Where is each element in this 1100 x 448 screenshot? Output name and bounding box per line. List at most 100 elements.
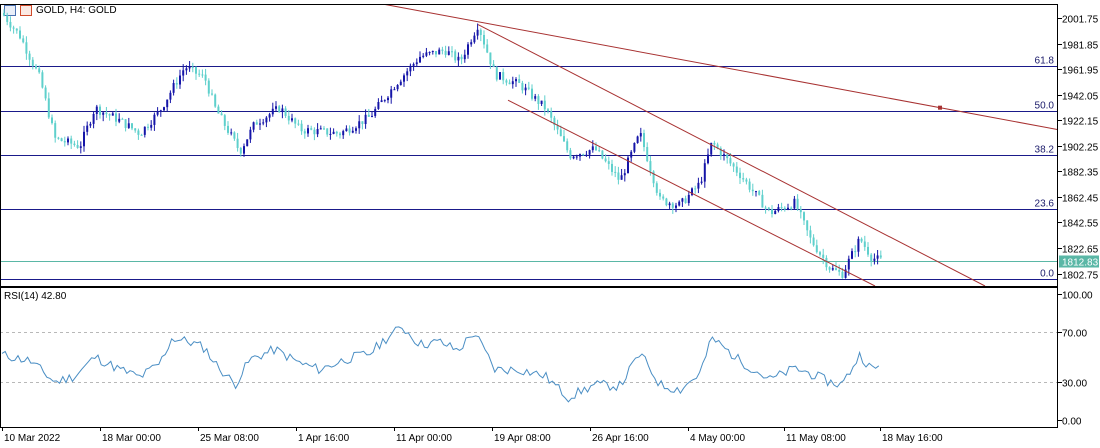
candle-body: [758, 191, 761, 195]
candle: [105, 106, 108, 118]
candle: [569, 147, 572, 160]
chart-bars-icon[interactable]: [20, 5, 32, 16]
rsi-pane[interactable]: [0, 326, 1058, 403]
candle: [140, 133, 143, 136]
candle-body: [819, 252, 821, 255]
candle-body: [735, 166, 738, 173]
candle: [582, 153, 585, 156]
candle-body: [518, 79, 521, 83]
price-pane[interactable]: 61.8 50.0 38.2 23.6 0.0: [0, 0, 1058, 286]
candle: [227, 121, 229, 135]
candle-body: [700, 181, 703, 183]
candle-body: [707, 154, 709, 164]
candle-body: [678, 201, 681, 206]
candle: [6, 12, 9, 26]
candle-body: [879, 255, 882, 258]
candle: [281, 104, 284, 119]
candle: [403, 73, 405, 87]
candle-body: [227, 125, 229, 133]
candle-body: [643, 133, 645, 148]
candle-body: [691, 188, 693, 195]
candle: [207, 78, 210, 97]
price-tick-label: 1822.65: [1062, 245, 1099, 256]
candle: [444, 45, 447, 58]
candle-body: [476, 29, 479, 36]
candle-body: [207, 80, 210, 94]
candle: [185, 65, 188, 75]
candle: [307, 124, 309, 137]
candle: [86, 121, 89, 136]
fibonacci-level-label: 50.0: [1035, 101, 1055, 112]
candle: [390, 85, 393, 104]
candle: [326, 128, 329, 137]
candle: [271, 102, 274, 117]
candle-body: [655, 183, 658, 193]
candle: [172, 79, 175, 96]
candle-body: [163, 107, 165, 111]
candle-body: [31, 59, 34, 66]
candle: [44, 85, 47, 101]
price-tick-label: 1902.25: [1062, 143, 1099, 154]
candle: [671, 202, 674, 214]
time-tick-label: 4 May 00:00: [690, 433, 745, 444]
candle: [854, 245, 857, 258]
candle: [687, 190, 690, 206]
candle-body: [153, 114, 156, 125]
candle: [137, 128, 140, 140]
candle: [259, 118, 261, 131]
candle-body: [668, 203, 671, 206]
rsi-tick-label: 70.00: [1062, 329, 1087, 340]
candle: [47, 92, 50, 119]
candle: [511, 76, 514, 89]
candle-body: [627, 157, 629, 174]
candle-body: [67, 138, 69, 143]
candle-body: [457, 56, 460, 61]
candle: [870, 252, 873, 267]
candle: [361, 121, 364, 130]
candle-body: [649, 161, 652, 172]
time-tick-label: 11 May 08:00: [786, 433, 846, 444]
candle: [479, 28, 482, 42]
time-tick-label: 26 Apr 16:00: [592, 433, 649, 444]
candle-body: [22, 38, 25, 43]
candle-body: [860, 238, 863, 242]
candle-body: [217, 106, 220, 114]
candle: [860, 237, 863, 243]
candle: [787, 203, 789, 211]
candle-body: [303, 131, 306, 134]
candle: [313, 127, 316, 141]
candle: [771, 205, 773, 218]
candle: [614, 166, 617, 178]
candle: [201, 69, 204, 78]
candle: [515, 77, 517, 87]
candle-body: [867, 246, 869, 255]
candle: [470, 39, 473, 47]
candle-body: [355, 128, 357, 131]
candle-body: [559, 129, 562, 137]
candle-body: [19, 30, 21, 39]
candle-body: [579, 154, 581, 157]
candle-body: [809, 230, 812, 238]
candle: [57, 136, 60, 140]
candle: [99, 104, 101, 119]
candle: [252, 121, 255, 133]
candle-body: [335, 131, 338, 134]
candle-body: [358, 121, 361, 129]
candle-body: [63, 141, 66, 143]
candle: [527, 81, 530, 91]
candle-body: [841, 271, 844, 278]
candle-body: [3, 12, 5, 16]
candle: [684, 195, 687, 204]
candle-body: [223, 115, 226, 126]
candle-body: [281, 108, 284, 113]
candle: [236, 132, 239, 152]
symbol-label: GOLD, H4: GOLD: [36, 5, 117, 16]
candle-body: [118, 118, 121, 122]
candle-body: [409, 65, 412, 72]
candle: [588, 149, 591, 159]
candle: [12, 25, 15, 34]
candle-body: [166, 99, 169, 108]
candle-body: [102, 112, 105, 115]
